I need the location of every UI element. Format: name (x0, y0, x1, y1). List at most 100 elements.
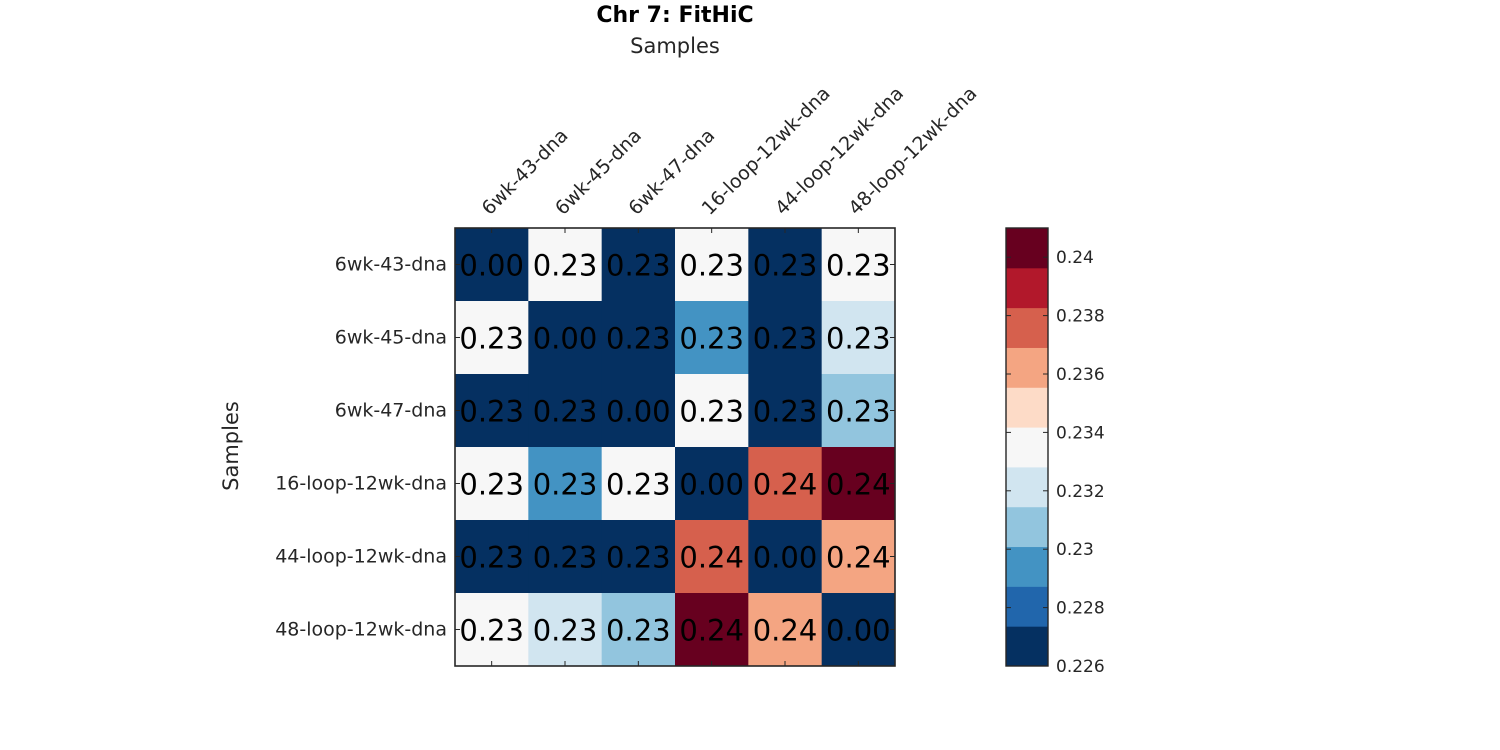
heatmap-cell (675, 447, 749, 521)
heatmap-cell (601, 447, 676, 521)
heatmap-cell (821, 520, 896, 594)
heatmap-cell (748, 520, 823, 594)
heatmap-cell (528, 593, 603, 667)
heatmap-cell (675, 520, 749, 594)
cell-value-label: 0.23 (533, 249, 598, 283)
heatmap-cell (528, 447, 603, 521)
heatmap-cell (455, 593, 529, 667)
colorbar-tick-label: 0.234 (1056, 423, 1105, 443)
heatmap-cell (675, 374, 749, 448)
cell-value-label: 0.23 (459, 395, 524, 429)
heatmap-cells (455, 228, 896, 667)
y-tick-label: 16-loop-12wk-dna (275, 473, 447, 495)
cell-value-label: 0.00 (679, 468, 744, 502)
y-tick-label: 6wk-43-dna (335, 254, 447, 276)
cell-value-label: 0.23 (753, 249, 818, 283)
cell-value-label: 0.23 (753, 322, 818, 356)
heatmap-cell (748, 301, 823, 375)
cell-value-label: 0.24 (826, 468, 891, 502)
x-axis-title: Samples (630, 34, 720, 58)
heatmap-cell (675, 228, 749, 302)
x-tick-label: 44-loop-12wk-dna (771, 82, 908, 219)
colorbar: 0.226 0.228 0.23 0.232 0.234 0.236 0.238 0.24 (1005, 227, 1105, 677)
heatmap-cell (455, 301, 529, 375)
heatmap-cell (821, 228, 896, 302)
y-axis-title: Samples (219, 401, 243, 491)
heatmap-cell (601, 374, 676, 448)
cell-value-label: 0.23 (533, 468, 598, 502)
colorbar-segment (1006, 506, 1048, 548)
y-tick-labels: 6wk-43-dna 6wk-45-dna 6wk-47-dna 16-loop-12… (275, 254, 447, 641)
colorbar-segment (1006, 387, 1048, 428)
heatmap-cell (528, 520, 603, 594)
chart-title: Chr 7: FitHiC (596, 3, 753, 28)
x-tick-labels: 6wk-43-dna6wk-45-dna6wk-47-dna16-loop-12… (478, 82, 982, 219)
heatmap-cell (601, 301, 676, 375)
colorbar-tick-label: 0.24 (1056, 248, 1094, 268)
heatmap-cell (528, 374, 603, 448)
y-tick-label: 48-loop-12wk-dna (275, 619, 447, 641)
heatmap-cell-labels: 0.00 0.23 0.23 0.23 0.23 0.230.23 0.00 0.23 0.23… (459, 249, 890, 648)
cell-value-label: 0.24 (826, 541, 891, 575)
colorbar-tick-label: 0.228 (1056, 599, 1105, 619)
colorbar-segment (1006, 228, 1048, 269)
heatmap-cell (821, 447, 896, 521)
cell-value-label: 0.00 (533, 322, 598, 356)
colorbar-segment (1006, 427, 1048, 468)
x-tick-label: 16-loop-12wk-dna (698, 82, 835, 219)
plot-frame (454, 227, 896, 667)
cell-value-label: 0.23 (606, 249, 671, 283)
heatmap-cell (601, 593, 676, 667)
cell-value-label: 0.24 (679, 614, 744, 648)
colorbar-segment (1006, 586, 1048, 627)
colorbar-tick-label: 0.226 (1056, 657, 1105, 677)
colorbar-segment (1006, 626, 1048, 667)
cell-value-label: 0.23 (679, 395, 744, 429)
colorbar-tick-label: 0.236 (1056, 365, 1105, 385)
cell-value-label: 0.23 (826, 322, 891, 356)
colorbar-tick-label: 0.238 (1056, 307, 1105, 327)
heatmap-cell (748, 447, 823, 521)
heatmap-cell (528, 301, 603, 375)
cell-value-label: 0.23 (606, 322, 671, 356)
heatmap-cell (455, 374, 529, 448)
colorbar-segment (1006, 347, 1048, 388)
heatmap-cell (821, 374, 896, 448)
y-tick-label: 6wk-45-dna (335, 327, 447, 349)
cell-value-label: 0.23 (533, 614, 598, 648)
colorbar-segment (1006, 546, 1048, 587)
colorbar-tick-label: 0.232 (1056, 482, 1105, 502)
cell-value-label: 0.23 (459, 468, 524, 502)
colorbar-segment (1006, 466, 1048, 508)
cell-value-label: 0.23 (606, 541, 671, 575)
heatmap-cell (748, 374, 823, 448)
cell-value-label: 0.23 (459, 322, 524, 356)
cell-value-label: 0.00 (826, 614, 891, 648)
colorbar-segment (1006, 267, 1048, 309)
colorbar-tick-label: 0.23 (1056, 540, 1094, 560)
heatmap-cell (601, 228, 676, 302)
cell-value-label: 0.24 (679, 541, 744, 575)
cell-value-label: 0.23 (459, 541, 524, 575)
cell-value-label: 0.23 (679, 322, 744, 356)
cell-value-label: 0.00 (753, 541, 818, 575)
cell-value-label: 0.23 (606, 468, 671, 502)
cell-value-label: 0.23 (459, 614, 524, 648)
y-tick-label: 6wk-47-dna (335, 400, 447, 422)
heatmap-cell (675, 593, 749, 667)
heatmap-cell (455, 228, 529, 302)
heatmap-cell (675, 301, 749, 375)
cell-value-label: 0.23 (753, 395, 818, 429)
heatmap-cell (528, 228, 603, 302)
colorbar-frame (1005, 227, 1049, 667)
heatmap-cell (601, 520, 676, 594)
heatmap-cell (821, 301, 896, 375)
y-tick-label: 44-loop-12wk-dna (275, 546, 447, 568)
cell-value-label: 0.23 (533, 541, 598, 575)
cell-value-label: 0.23 (606, 614, 671, 648)
x-tick-label: 48-loop-12wk-dna (844, 82, 981, 219)
cell-value-label: 0.24 (753, 468, 818, 502)
heatmap-cell (748, 593, 823, 667)
cell-value-label: 0.00 (606, 395, 671, 429)
